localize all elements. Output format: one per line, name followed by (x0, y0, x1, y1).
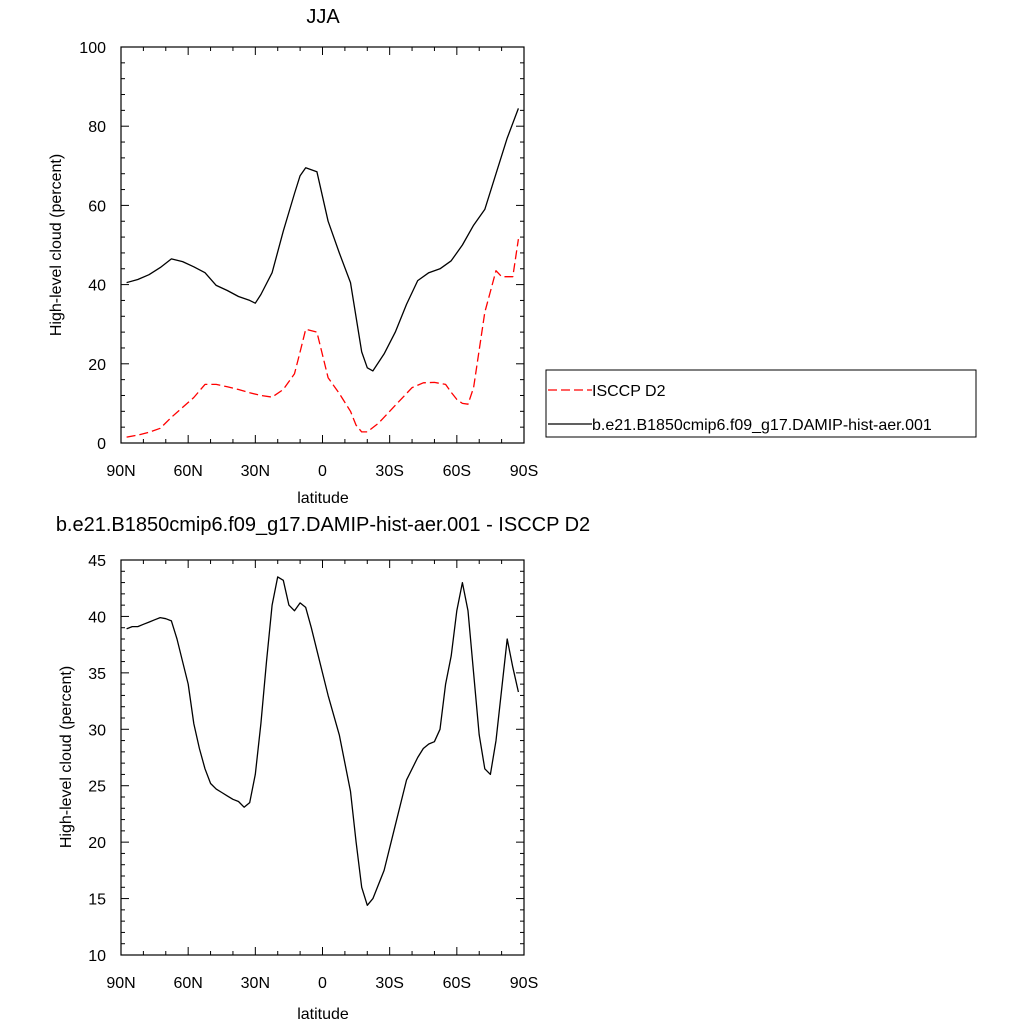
top-chart-x-tick-labels: 90N 60N 30N 0 30S 60S 90S (106, 463, 538, 480)
y-tick-label: 10 (88, 948, 106, 965)
x-tick-label: 60S (443, 463, 471, 480)
bottom-chart-y-tick-labels: 10 15 20 25 30 35 40 45 (88, 553, 106, 965)
y-tick-label: 30 (88, 722, 106, 739)
y-tick-label: 40 (88, 278, 106, 295)
bottom-chart-lines (126, 576, 520, 906)
x-tick-label: 30N (241, 463, 270, 480)
top-chart-y-axis-label: High-level cloud (percent) (48, 154, 65, 336)
series-line-0 (126, 576, 520, 906)
y-tick-label: 35 (88, 666, 106, 683)
bottom-chart: b.e21.B1850cmip6.f09_g17.DAMIP-hist-aer.… (56, 514, 590, 1023)
bottom-chart-x-axis-label: latitude (297, 1006, 349, 1023)
x-tick-label: 0 (318, 975, 327, 992)
x-tick-label: 90S (510, 463, 538, 480)
legend-label-isccp: ISCCP D2 (592, 383, 666, 400)
top-chart-x-axis-label: latitude (297, 490, 349, 507)
x-tick-label: 30S (375, 975, 403, 992)
y-tick-label: 25 (88, 779, 106, 796)
x-tick-label: 60S (443, 975, 471, 992)
top-chart-title: JJA (306, 6, 340, 28)
y-tick-label: 45 (88, 553, 106, 570)
top-chart: JJA 90N 60N 30N 0 30S 60S 90S 0 20 40 60 80 100 lat… (48, 6, 538, 507)
top-chart-legend: ISCCP D2 b.e21.B1850cmip6.f09_g17.DAMIP-… (545, 369, 977, 438)
y-tick-label: 80 (88, 119, 106, 136)
x-tick-label: 0 (318, 463, 327, 480)
top-chart-ticks (120, 46, 525, 444)
bottom-chart-y-axis-label: High-level cloud (percent) (58, 666, 75, 848)
bottom-chart-x-tick-labels: 90N 60N 30N 0 30S 60S 90S (106, 975, 538, 992)
y-tick-label: 60 (88, 198, 106, 215)
bottom-chart-ticks (120, 559, 525, 956)
series-line-1 (126, 108, 520, 372)
y-tick-label: 20 (88, 357, 106, 374)
x-tick-label: 30S (375, 463, 403, 480)
bottom-chart-title: b.e21.B1850cmip6.f09_g17.DAMIP-hist-aer.… (56, 514, 590, 536)
y-tick-label: 100 (79, 40, 106, 57)
y-tick-label: 40 (88, 609, 106, 626)
bottom-chart-frame (120, 559, 525, 956)
y-tick-label: 15 (88, 892, 106, 909)
legend-frame (545, 369, 977, 438)
x-tick-label: 90S (510, 975, 538, 992)
legend-label-model: b.e21.B1850cmip6.f09_g17.DAMIP-hist-aer.… (592, 417, 932, 434)
x-tick-label: 90N (106, 975, 135, 992)
top-chart-frame (120, 46, 525, 444)
x-tick-label: 90N (106, 463, 135, 480)
x-tick-label: 60N (173, 975, 202, 992)
top-chart-lines (126, 108, 520, 438)
y-tick-label: 0 (97, 436, 106, 453)
x-tick-label: 60N (173, 463, 202, 480)
series-line-0 (126, 239, 520, 438)
top-chart-y-tick-labels: 0 20 40 60 80 100 (79, 40, 106, 453)
x-tick-label: 30N (241, 975, 270, 992)
y-tick-label: 20 (88, 835, 106, 852)
